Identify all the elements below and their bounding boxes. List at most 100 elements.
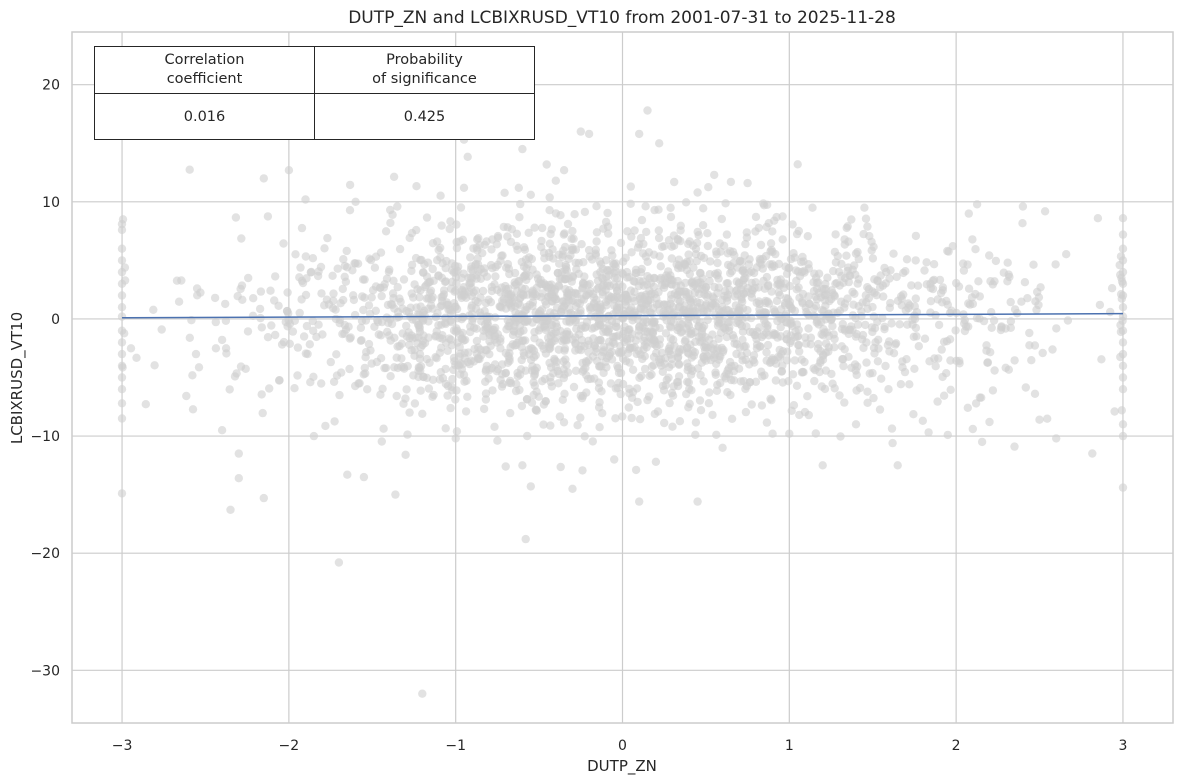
- data-point: [772, 212, 781, 222]
- data-point: [466, 327, 475, 337]
- data-point: [997, 323, 1006, 332]
- data-point: [581, 291, 591, 300]
- data-point: [773, 275, 782, 285]
- data-point: [492, 240, 501, 249]
- data-point: [1106, 307, 1115, 317]
- data-point: [850, 289, 859, 298]
- data-point: [441, 313, 450, 322]
- data-point: [888, 438, 897, 448]
- data-point: [466, 253, 475, 262]
- data-point: [870, 349, 879, 358]
- data-point: [621, 290, 630, 299]
- data-point: [479, 404, 489, 414]
- data-point: [330, 417, 339, 426]
- data-point: [481, 389, 491, 398]
- data-point: [730, 251, 739, 260]
- data-point: [432, 331, 441, 340]
- data-point: [296, 263, 305, 272]
- data-point: [763, 340, 773, 350]
- data-point: [943, 430, 952, 440]
- data-point: [676, 221, 685, 230]
- data-point: [870, 275, 879, 284]
- data-point: [584, 245, 594, 255]
- data-point: [645, 286, 654, 295]
- data-point: [501, 348, 510, 358]
- data-point: [571, 258, 580, 267]
- data-point: [210, 293, 220, 303]
- data-point: [762, 348, 771, 357]
- chart-title: DUTP_ZN and LCBIXRUSD_VT10 from 2001-07-…: [348, 8, 896, 28]
- data-point: [441, 424, 450, 433]
- data-point: [255, 304, 265, 314]
- data-point: [729, 334, 739, 343]
- data-point: [485, 328, 494, 338]
- data-point: [455, 342, 464, 352]
- data-point: [267, 321, 276, 330]
- data-point: [452, 220, 461, 229]
- data-point: [724, 364, 734, 373]
- data-point: [766, 394, 775, 403]
- data-point: [370, 263, 380, 272]
- data-point: [628, 365, 638, 374]
- data-point: [377, 437, 386, 446]
- data-point: [680, 337, 690, 346]
- data-point: [664, 273, 673, 282]
- data-point: [451, 434, 460, 443]
- data-point: [674, 287, 683, 296]
- data-point: [217, 426, 227, 435]
- data-point: [876, 271, 885, 280]
- data-point: [542, 300, 551, 309]
- data-point: [544, 333, 553, 342]
- data-point: [875, 405, 885, 414]
- data-point: [412, 225, 421, 235]
- data-point: [654, 205, 663, 214]
- data-point: [279, 239, 288, 248]
- data-point: [937, 298, 947, 307]
- data-point: [567, 288, 576, 297]
- data-point: [185, 165, 194, 174]
- data-point: [515, 336, 524, 345]
- data-point: [926, 297, 936, 306]
- data-point: [211, 344, 221, 353]
- data-point: [778, 378, 787, 387]
- data-point: [359, 472, 369, 482]
- data-point: [546, 373, 555, 382]
- data-point: [499, 222, 508, 232]
- data-point: [275, 376, 284, 385]
- data-point: [706, 257, 715, 266]
- data-point: [694, 231, 703, 240]
- data-point: [959, 266, 969, 275]
- data-point: [428, 239, 438, 248]
- data-point: [588, 437, 597, 446]
- data-point: [713, 258, 722, 268]
- data-point: [811, 429, 820, 438]
- data-point: [428, 392, 437, 401]
- data-point: [415, 293, 424, 302]
- data-point: [521, 270, 531, 279]
- data-point: [248, 311, 258, 320]
- data-point: [402, 385, 411, 394]
- data-point: [938, 286, 947, 295]
- data-point: [452, 243, 462, 253]
- data-point: [465, 311, 474, 320]
- data-point: [222, 349, 231, 358]
- data-point: [754, 297, 763, 306]
- data-point: [191, 349, 201, 359]
- data-point: [518, 461, 527, 470]
- data-point: [988, 386, 998, 395]
- data-point: [939, 391, 949, 400]
- data-point: [570, 210, 579, 219]
- data-point: [345, 334, 354, 343]
- data-point: [986, 348, 995, 357]
- data-point: [633, 315, 642, 324]
- data-point: [990, 277, 999, 286]
- data-point: [804, 299, 814, 308]
- data-point: [303, 349, 312, 359]
- data-point: [487, 245, 496, 254]
- data-point: [233, 292, 242, 301]
- data-point: [526, 190, 535, 199]
- data-point: [858, 330, 868, 340]
- data-point: [687, 386, 696, 395]
- data-point: [863, 222, 872, 231]
- data-point: [857, 312, 866, 321]
